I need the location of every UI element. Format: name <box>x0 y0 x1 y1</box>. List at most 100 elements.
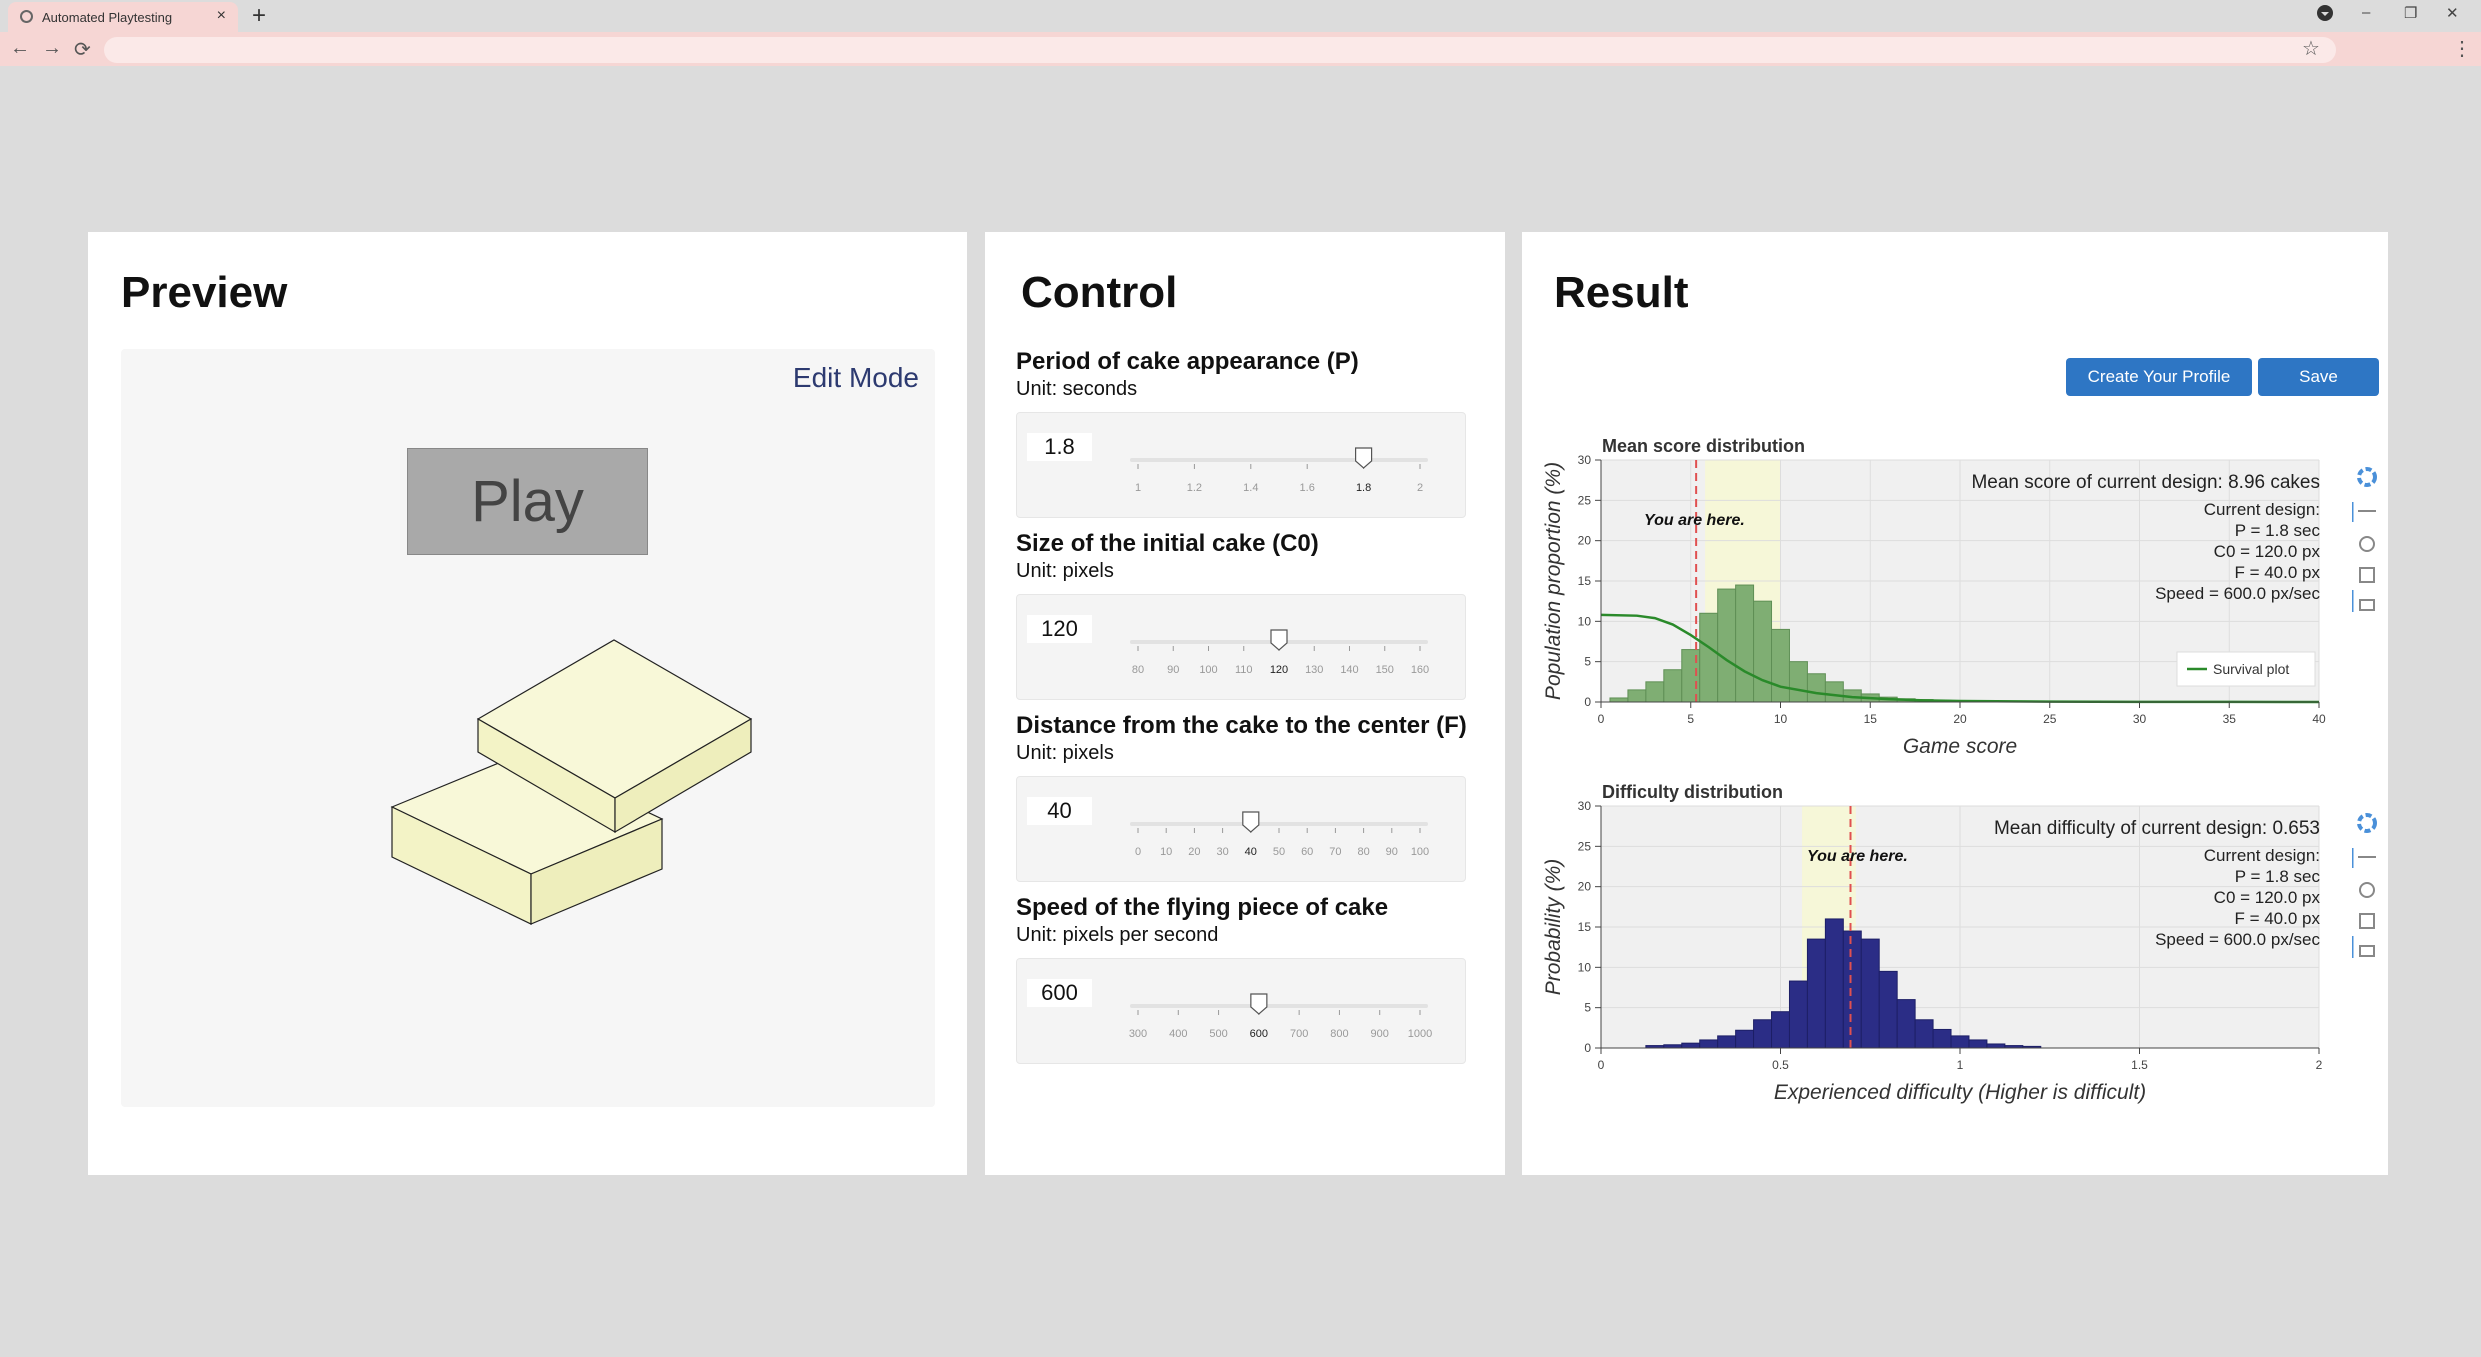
histogram-bar[interactable] <box>1950 1035 1970 1049</box>
histogram-bar[interactable] <box>1627 689 1647 703</box>
period-label: Period of cake appearance (P) <box>1016 348 1359 375</box>
reload-icon[interactable]: ⟳ <box>74 39 91 61</box>
speed-slider-track[interactable] <box>1130 1004 1428 1008</box>
save-tool-icon[interactable] <box>2359 567 2375 583</box>
profile-icon[interactable] <box>2316 4 2334 26</box>
slider-handle[interactable] <box>1355 447 1373 469</box>
slider-handle[interactable] <box>1242 811 1260 833</box>
browser-menu-icon[interactable]: ⋮ <box>2452 38 2472 60</box>
slider-tick-label: 100 <box>1199 664 1217 676</box>
histogram-bar[interactable] <box>1806 938 1826 1049</box>
x-tick-label: 2 <box>2316 1058 2323 1072</box>
histogram-bar[interactable] <box>1717 1035 1737 1049</box>
slider-tick-label: 500 <box>1209 1028 1227 1040</box>
tab-close-icon[interactable]: × <box>216 7 226 24</box>
bookmark-star-icon[interactable]: ☆ <box>2302 38 2320 60</box>
score-design-line: Current design: <box>2203 500 2320 519</box>
distance-slider-box: 40 0 10 20 30 40 50 60 70 80 90 100 <box>1016 776 1466 882</box>
histogram-bar[interactable] <box>1932 1028 1952 1049</box>
speed-unit: Unit: pixels per second <box>1016 924 1219 946</box>
hover-tool-icon[interactable] <box>2359 599 2375 611</box>
period-slider-track[interactable] <box>1130 458 1428 462</box>
histogram-bar[interactable] <box>1788 661 1808 703</box>
create-profile-button[interactable]: Create Your Profile <box>2066 358 2252 396</box>
histogram-bar[interactable] <box>1788 980 1808 1049</box>
favicon-icon <box>20 10 33 23</box>
reset-tool-icon[interactable] <box>2359 882 2375 898</box>
histogram-bar[interactable] <box>1824 681 1844 703</box>
histogram-bar[interactable] <box>1753 1019 1773 1049</box>
forward-icon[interactable]: → <box>42 37 62 59</box>
histogram-bar[interactable] <box>1699 612 1719 703</box>
histogram-bar[interactable] <box>1609 697 1629 703</box>
maximize-button[interactable]: ❐ <box>2404 5 2418 22</box>
period-slider[interactable]: 1 1.2 1.4 1.6 1.8 2 <box>1017 413 1467 519</box>
histogram-bar[interactable] <box>1771 1011 1790 1049</box>
speed-value-input[interactable]: 600 <box>1027 979 1092 1007</box>
distance-value-input[interactable]: 40 <box>1027 797 1092 825</box>
plot-tools-icon[interactable] <box>2350 462 2382 612</box>
histogram-bar[interactable] <box>1735 584 1755 703</box>
plot-tools-icon[interactable] <box>2350 808 2382 958</box>
x-tick-label: 30 <box>2133 712 2147 726</box>
histogram-bar[interactable] <box>1878 970 1898 1049</box>
initial-cake-size-value-input[interactable]: 120 <box>1027 615 1092 643</box>
distance-slider-track[interactable] <box>1130 822 1428 826</box>
histogram-bar[interactable] <box>1986 1043 2006 1049</box>
histogram-bar[interactable] <box>1914 1019 1934 1049</box>
histogram-bar[interactable] <box>1663 669 1683 703</box>
initial-cake-size-slider[interactable]: 80 90 100 110 120 130 140 150 160 <box>1017 595 1467 701</box>
histogram-bar[interactable] <box>1717 588 1737 703</box>
histogram-bar[interactable] <box>1735 1029 1755 1049</box>
distance-slider[interactable]: 0 10 20 30 40 50 60 70 80 90 100 <box>1017 777 1467 883</box>
histogram-bar[interactable] <box>1645 681 1665 703</box>
histogram-bar[interactable] <box>1771 628 1790 703</box>
slider-tick-label: 2 <box>1417 482 1423 494</box>
histogram-bar[interactable] <box>1968 1039 1988 1049</box>
reset-tool-icon[interactable] <box>2359 536 2375 552</box>
edit-mode-link[interactable]: Edit Mode <box>792 362 919 393</box>
legend-label: Survival plot <box>2213 661 2289 677</box>
y-tick-label: 10 <box>1578 960 1592 974</box>
histogram-bar[interactable] <box>1699 1039 1719 1049</box>
close-window-button[interactable]: ✕ <box>2446 5 2459 22</box>
play-button[interactable]: Play <box>407 448 648 555</box>
slider-tick-label: 1.2 <box>1187 482 1202 494</box>
game-preview-area[interactable]: Edit Mode Play <box>121 349 935 1107</box>
preview-panel: Preview Edit Mode Play <box>88 232 967 1175</box>
difficulty-design-line: F = 40.0 px <box>2234 909 2320 928</box>
histogram-bar[interactable] <box>1896 999 1916 1049</box>
slider-tick-label: 1 <box>1135 482 1141 494</box>
back-icon[interactable]: ← <box>10 37 30 59</box>
slider-tick-label: 0 <box>1135 846 1141 858</box>
hover-tool-icon[interactable] <box>2359 945 2375 957</box>
speed-slider[interactable]: 300 400 500 600 700 800 900 1000 <box>1017 959 1467 1065</box>
period-value-input[interactable]: 1.8 <box>1027 433 1092 461</box>
slider-handle[interactable] <box>1250 993 1268 1015</box>
slider-tick-label: 160 <box>1411 664 1429 676</box>
period-slider-box: 1.8 1 1.2 1.4 1.6 1.8 2 <box>1016 412 1466 518</box>
slider-tick-label: 100 <box>1411 846 1429 858</box>
slider-tick-label: 120 <box>1270 664 1288 676</box>
save-tool-icon[interactable] <box>2359 913 2375 929</box>
score-design-line: C0 = 120.0 px <box>2213 542 2320 561</box>
histogram-bar[interactable] <box>1860 938 1880 1049</box>
y-axis-label: Population proportion (%) <box>1542 462 1565 700</box>
x-tick-label: 0 <box>1598 712 1605 726</box>
minimize-button[interactable]: – <box>2362 4 2371 21</box>
histogram-bar[interactable] <box>1806 673 1826 703</box>
address-bar[interactable] <box>104 37 2336 63</box>
histogram-bar[interactable] <box>1842 930 1862 1049</box>
slider-handle[interactable] <box>1270 629 1288 651</box>
histogram-bar[interactable] <box>1681 1042 1701 1049</box>
difficulty-design-line: C0 = 120.0 px <box>2213 888 2320 907</box>
new-tab-button[interactable]: + <box>252 2 267 29</box>
histogram-bar[interactable] <box>1824 918 1844 1049</box>
slider-tick-label: 40 <box>1245 846 1257 858</box>
histogram-bar[interactable] <box>1753 600 1773 703</box>
save-button[interactable]: Save <box>2258 358 2379 396</box>
browser-tab[interactable]: Automated Playtesting × <box>8 2 238 32</box>
y-tick-label: 20 <box>1578 880 1592 894</box>
score-chart-svg[interactable]: Survival plot 0 5 10 15 20 25 30 35 40 0 5 10 15 20 25 3… <box>1522 440 2388 770</box>
